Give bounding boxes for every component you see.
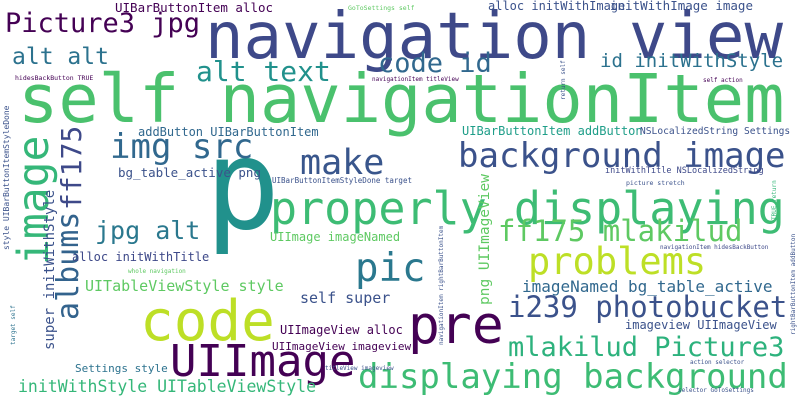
word: UIImageView imageview <box>272 340 411 353</box>
word: navigationItem hidesBackButton <box>660 244 769 251</box>
word: navigationItem rightBarButtonItem <box>438 225 445 345</box>
word: ff175 mlakilud <box>498 214 742 248</box>
word: alt alt <box>12 44 109 70</box>
word: rightBarButtonItem addButton <box>790 233 797 335</box>
word: addButton UIBarButtonItem <box>138 125 319 139</box>
word: code <box>140 289 275 354</box>
word: target self <box>10 305 17 345</box>
word: make <box>300 143 384 183</box>
word: Picture3 jpg <box>5 8 200 39</box>
word: p <box>205 113 280 258</box>
word: alt text <box>196 55 331 88</box>
word: bg_table_active png <box>118 165 261 180</box>
word: initWithTitle NSLocalizedString <box>605 166 764 176</box>
word: UIImageView alloc <box>280 323 403 337</box>
word: self navigationItem <box>18 60 784 138</box>
word: titleView imageview <box>325 365 394 372</box>
word: GoToSettings self <box>348 4 415 12</box>
word: pre <box>408 295 504 356</box>
word: initWithStyle UITableViewStyle <box>18 377 316 396</box>
word: style UIBarButtonItemStyleDone <box>2 105 11 250</box>
word: imageview UIImageView <box>625 318 777 332</box>
word: ff175 <box>55 126 88 210</box>
word: properly displaying <box>270 182 785 235</box>
word: navigation view <box>205 0 783 74</box>
word: background image <box>458 136 786 176</box>
word: img src <box>110 127 253 167</box>
word: UITableViewStyle style <box>85 277 284 295</box>
word: id initWithStyle <box>600 50 783 72</box>
word: UIImage <box>170 336 355 387</box>
word: return self <box>560 60 567 100</box>
word: alloc initWithImage <box>488 0 625 13</box>
word: jpg alt <box>95 216 200 245</box>
word: i239 photobucket <box>508 290 787 324</box>
word: super initWithStyle <box>42 190 58 350</box>
word: displaying background <box>358 357 788 397</box>
word: Settings style <box>75 362 168 375</box>
word: UIImage imageNamed <box>270 230 400 244</box>
word: hidesBackButton TRUE <box>15 74 93 82</box>
word: picture stretch <box>626 179 685 187</box>
word: mlakilud Picture3 <box>508 332 784 363</box>
word: UIBarButtonItem addButton <box>462 124 643 138</box>
word: alloc initWithTitle <box>72 250 209 264</box>
word: whole navigation <box>128 268 186 275</box>
word: UIBarButtonItem alloc <box>115 0 273 15</box>
word: image <box>9 136 59 265</box>
word: self super <box>300 289 390 307</box>
word: albums <box>51 212 86 320</box>
word: navigationItem titleView <box>372 76 459 83</box>
word: pic <box>355 246 425 291</box>
word: selector GoToSettings <box>678 387 754 394</box>
word: TRUE return <box>771 180 778 220</box>
word: self action <box>703 77 743 84</box>
word: UIBarButtonItemStyleDone target <box>272 176 412 185</box>
word: action selector <box>690 359 745 366</box>
word: initWithImage image <box>610 0 753 13</box>
word: imageNamed bg_table_active <box>522 277 772 296</box>
word: code id <box>378 48 492 79</box>
word: problems <box>528 240 706 283</box>
word: png UIImageView <box>477 174 493 305</box>
word: NSLocalizedString Settings <box>640 126 790 137</box>
